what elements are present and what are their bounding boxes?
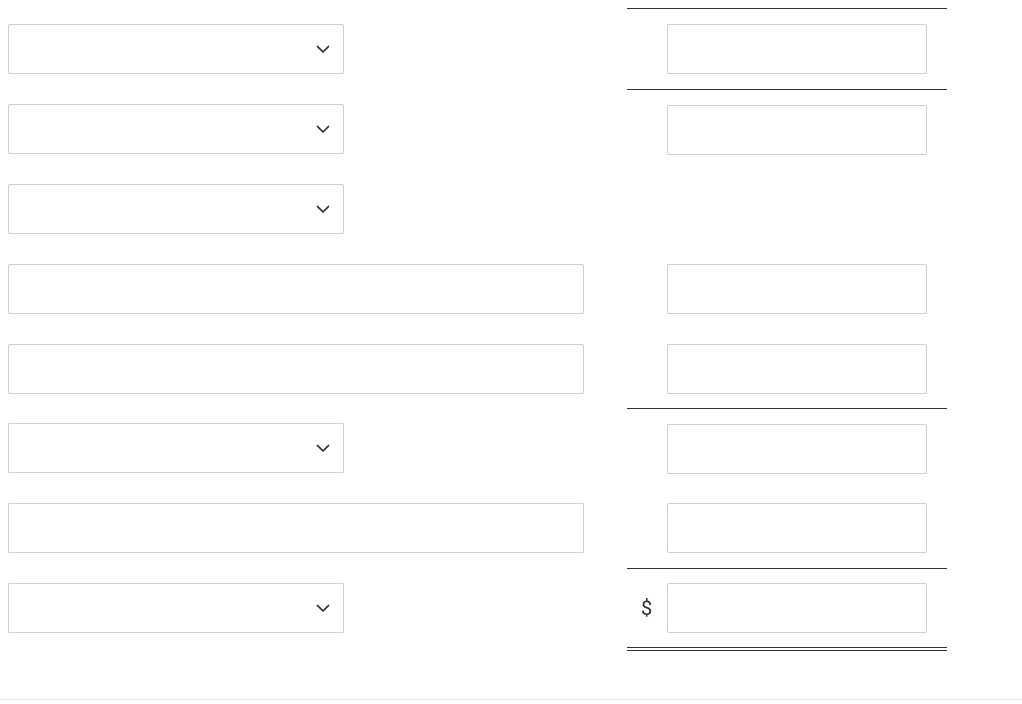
select-2-wrap: [8, 104, 344, 154]
right-input-1[interactable]: [667, 24, 927, 74]
select-6[interactable]: [8, 423, 344, 473]
select-3[interactable]: [8, 184, 344, 234]
divider: [627, 650, 947, 651]
text-input-4[interactable]: [8, 264, 584, 314]
right-input-5[interactable]: [667, 344, 927, 394]
right-field-2-wrap: [627, 105, 887, 155]
right-field-5-wrap: [627, 344, 887, 394]
select-1[interactable]: [8, 24, 344, 74]
text-input-7[interactable]: [8, 503, 584, 553]
right-field-1-wrap: [627, 24, 887, 74]
form-page: $: [0, 0, 1022, 704]
select-6-wrap: [8, 423, 344, 473]
right-field-4-wrap: [627, 264, 887, 314]
divider: [627, 647, 947, 648]
select-8-wrap: [8, 583, 344, 633]
divider: [627, 408, 947, 409]
footer-divider: [0, 699, 1022, 700]
text-5-wrap: [8, 344, 584, 394]
right-field-8-wrap: [627, 583, 887, 633]
select-1-wrap: [8, 24, 344, 74]
right-field-6-wrap: [627, 424, 887, 474]
divider: [627, 89, 947, 90]
select-8[interactable]: [8, 583, 344, 633]
right-input-2[interactable]: [667, 105, 927, 155]
select-2[interactable]: [8, 104, 344, 154]
divider: [627, 8, 947, 9]
select-3-wrap: [8, 184, 344, 234]
text-input-5[interactable]: [8, 344, 584, 394]
text-4-wrap: [8, 264, 584, 314]
text-7-wrap: [8, 503, 584, 553]
right-input-6[interactable]: [667, 424, 927, 474]
right-input-4[interactable]: [667, 264, 927, 314]
right-input-7[interactable]: [667, 503, 927, 553]
total-input[interactable]: [667, 583, 927, 633]
right-field-7-wrap: [627, 503, 887, 553]
divider: [627, 568, 947, 569]
double-rule: [627, 647, 947, 651]
